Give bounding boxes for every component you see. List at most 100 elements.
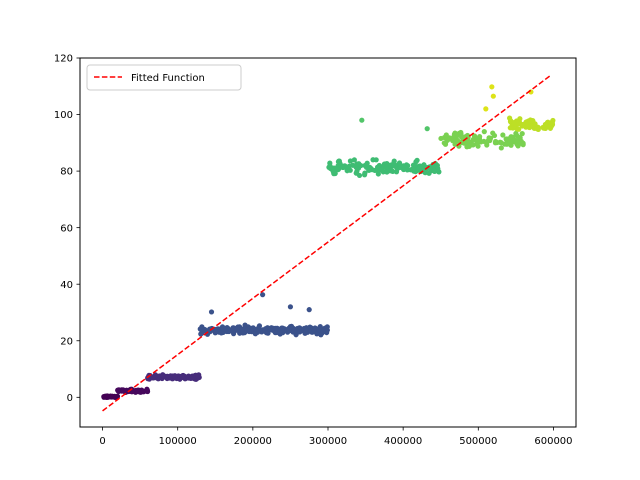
scatter-point <box>172 374 178 380</box>
scatter-point <box>416 165 422 171</box>
scatter-point <box>500 132 506 138</box>
scatter-point <box>401 165 408 171</box>
scatter-point <box>279 325 286 331</box>
scatter-point <box>390 168 396 175</box>
y-tick-label: 40 <box>60 280 73 291</box>
scatter-point <box>490 130 496 136</box>
scatter-point <box>426 170 432 176</box>
scatter-point <box>353 170 359 176</box>
scatter-point <box>256 323 263 329</box>
scatter-point <box>384 169 390 175</box>
scatter-point <box>208 309 215 315</box>
scatter-point <box>535 126 541 133</box>
scatter-point <box>519 131 525 137</box>
scatter-point <box>517 134 523 141</box>
scatter-point <box>340 164 346 171</box>
scatter-point <box>388 162 394 168</box>
scatter-point <box>379 166 385 173</box>
scatter-point <box>335 166 341 173</box>
x-tick-label: 400000 <box>384 436 422 447</box>
scatter-point <box>252 331 258 337</box>
scatter-point <box>434 162 441 169</box>
scatter-point <box>108 394 114 400</box>
scatter-point <box>483 139 489 145</box>
scatter-point <box>221 326 227 332</box>
scatter-point <box>474 136 480 142</box>
scatter-point <box>306 307 312 313</box>
scatter-point <box>320 328 326 335</box>
scatter-point <box>392 163 398 169</box>
y-tick-label: 80 <box>60 167 73 178</box>
y-tick-label: 20 <box>60 336 73 347</box>
scatter-point <box>410 166 416 172</box>
scatter-point <box>515 121 521 127</box>
scatter-point <box>327 163 333 169</box>
scatter-point <box>195 373 201 379</box>
scatter-point <box>414 157 420 163</box>
scatter-point <box>136 388 142 394</box>
scatter-point <box>246 328 252 335</box>
x-tick-label: 0 <box>99 436 105 447</box>
scatter-point <box>297 329 303 335</box>
scatter-point <box>188 375 194 382</box>
scatter-point <box>356 161 362 167</box>
scatter-point <box>465 135 471 141</box>
scatter-point <box>346 163 352 169</box>
scatter-point <box>464 140 470 146</box>
scatter-point <box>489 84 495 90</box>
scatter-point <box>540 124 546 131</box>
scatter-point <box>550 117 556 124</box>
scatter-point <box>337 161 343 167</box>
scatter-point <box>303 328 309 334</box>
scatter-point <box>372 167 378 174</box>
scatter-point <box>239 327 245 333</box>
scatter-point <box>442 140 449 146</box>
scatter-point <box>517 140 523 146</box>
y-tick-label: 100 <box>54 110 73 121</box>
x-tick-label: 600000 <box>534 436 572 447</box>
scatter-point <box>144 387 150 393</box>
legend-label: Fitted Function <box>131 73 205 84</box>
scatter-point <box>498 140 504 146</box>
scatter-point <box>510 125 516 131</box>
scatter-point <box>397 164 404 170</box>
scatter-point <box>361 172 368 178</box>
scatter-point <box>481 129 487 135</box>
scatter-point <box>492 140 499 146</box>
scatter-point <box>511 119 517 126</box>
scatter-point <box>443 132 449 138</box>
scatter-point <box>452 130 458 136</box>
scatter-point <box>366 167 372 173</box>
y-tick-label: 60 <box>60 223 73 234</box>
scatter-point <box>470 142 476 148</box>
scatter-point <box>291 327 297 333</box>
scatter-points <box>101 84 556 400</box>
fitted-function-line <box>102 74 552 412</box>
scatter-point <box>115 387 121 393</box>
scatter-point <box>234 326 240 332</box>
legend: Fitted Function <box>86 64 242 91</box>
y-axis: 0 20 40 60 80 100 120 <box>54 54 80 404</box>
scatter-point <box>287 304 294 310</box>
scatter-point <box>424 126 430 132</box>
scatter-point <box>263 330 269 336</box>
scatter-point <box>311 327 317 333</box>
scatter-point <box>351 157 357 163</box>
scatter-point <box>490 93 496 99</box>
scatter-point <box>370 157 376 163</box>
scatter-point <box>384 161 390 167</box>
x-tick-label: 200000 <box>234 436 272 447</box>
scatter-point <box>324 324 330 330</box>
scatter-point <box>359 117 365 123</box>
scatter-point <box>347 158 354 164</box>
fitted-line-layer <box>102 74 552 412</box>
scatter-point <box>431 168 438 175</box>
scatter-point <box>383 165 390 171</box>
scatter-point <box>198 326 204 332</box>
scatter-point <box>121 388 127 394</box>
scatter-point <box>464 144 470 150</box>
scatter-point <box>160 373 166 379</box>
x-axis: 0 100000 200000 300000 400000 500000 600000 <box>99 427 573 447</box>
